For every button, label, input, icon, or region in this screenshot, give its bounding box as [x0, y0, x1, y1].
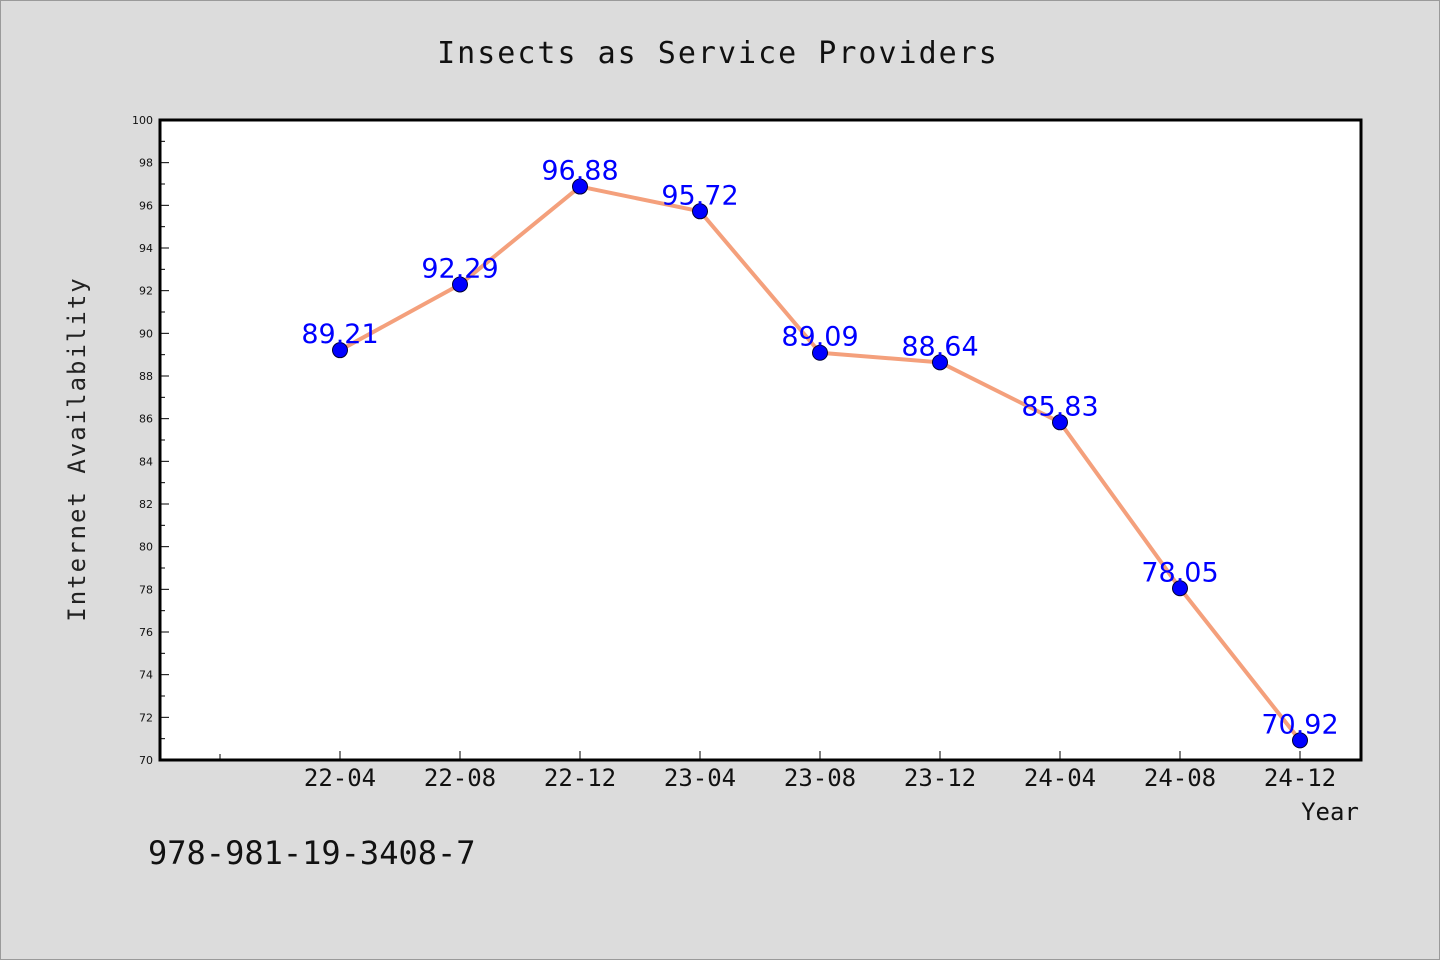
y-tick-label: 78	[139, 583, 153, 596]
y-tick-label: 72	[139, 711, 153, 724]
y-tick-label: 82	[139, 498, 153, 511]
series-line	[332, 178, 1308, 749]
y-tick-label: 94	[139, 242, 153, 255]
data-label: 89.09	[781, 322, 858, 353]
data-label: 95.72	[661, 180, 738, 211]
y-tick-label: 76	[139, 626, 153, 639]
x-axis: 22-04 22-08 22-12 23-04 23-08 23-12 24-04 24-08…	[219, 751, 1336, 792]
x-tick-label: 22-12	[544, 764, 616, 792]
data-point	[332, 342, 348, 359]
x-tick-label: 22-08	[424, 764, 496, 792]
y-tick-label: 84	[139, 455, 153, 468]
y-tick-label: 96	[139, 199, 153, 212]
data-label: 88.64	[901, 331, 978, 362]
data-point	[932, 354, 948, 371]
x-tick-label: 24-12	[1264, 764, 1336, 792]
y-tick-label: 70	[139, 754, 153, 767]
data-point	[452, 276, 468, 293]
y-axis: 70 72 74 76 78 80 82 84 86 88 90 92 94 96 98 100	[132, 114, 169, 767]
y-tick-label: 98	[139, 157, 153, 170]
data-point	[692, 203, 708, 220]
y-tick-label: 92	[139, 285, 153, 298]
x-tick-label: 24-04	[1024, 764, 1096, 792]
plot-area	[158, 118, 1363, 762]
y-tick-label: 86	[139, 413, 153, 426]
isbn-text: 978-981-19-3408-7	[148, 834, 476, 872]
x-tick-label: 23-08	[784, 764, 856, 792]
y-tick-label: 80	[139, 541, 153, 554]
data-label: 89.21	[301, 319, 378, 350]
y-axis-label: Internet Availability	[63, 276, 91, 621]
y-tick-label: 88	[139, 370, 153, 383]
data-label: 70.92	[1261, 709, 1338, 740]
data-labels: 89.21 92.29 96.88 95.72 89.09 88.64 85.83 78.05…	[301, 156, 1338, 741]
x-tick-label: 22-04	[304, 764, 376, 792]
x-tick-label: 24-08	[1144, 764, 1216, 792]
y-tick-label: 74	[139, 669, 153, 682]
data-point	[1292, 732, 1308, 749]
y-tick-label: 100	[132, 114, 153, 127]
data-point	[1052, 414, 1068, 431]
x-tick-label: 23-12	[904, 764, 976, 792]
y-tick-label: 90	[139, 327, 153, 340]
data-point	[572, 178, 588, 195]
data-point	[812, 344, 828, 361]
x-tick-label: 23-04	[664, 764, 736, 792]
chart-title: Insects as Service Providers	[437, 36, 999, 71]
data-label: 78.05	[1141, 557, 1218, 588]
data-label: 96.88	[541, 156, 618, 187]
data-point	[1172, 580, 1188, 597]
x-axis-label: Year	[1301, 798, 1359, 826]
data-label: 92.29	[421, 253, 498, 284]
data-label: 85.83	[1021, 391, 1098, 422]
